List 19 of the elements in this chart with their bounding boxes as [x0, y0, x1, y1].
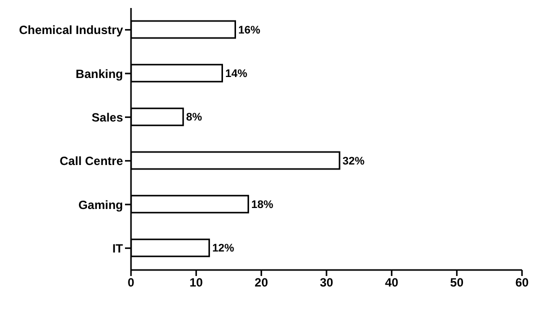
data-label: 14% — [225, 68, 248, 80]
x-tick-label: 40 — [384, 276, 399, 290]
data-label: 16% — [238, 24, 260, 36]
data-label: 12% — [212, 242, 234, 255]
x-tick-label: 10 — [189, 276, 204, 290]
x-tick-label: 50 — [450, 276, 464, 290]
x-tick-label: 30 — [320, 276, 334, 290]
y-tick-label: Call Centre — [60, 154, 124, 168]
y-tick-label: Banking — [76, 66, 123, 81]
y-tick-label: Sales — [92, 110, 124, 124]
data-label: 8% — [186, 112, 202, 124]
data-label: 32% — [342, 155, 365, 168]
x-tick-label: 20 — [254, 276, 268, 290]
x-tick-label: 0 — [128, 276, 135, 290]
y-tick-label: Gaming — [78, 198, 123, 212]
x-tick-label: 60 — [515, 276, 529, 290]
y-tick-label: IT — [112, 241, 124, 256]
data-label: 18% — [251, 199, 274, 212]
y-tick-label: Chemical Industry — [18, 23, 124, 38]
